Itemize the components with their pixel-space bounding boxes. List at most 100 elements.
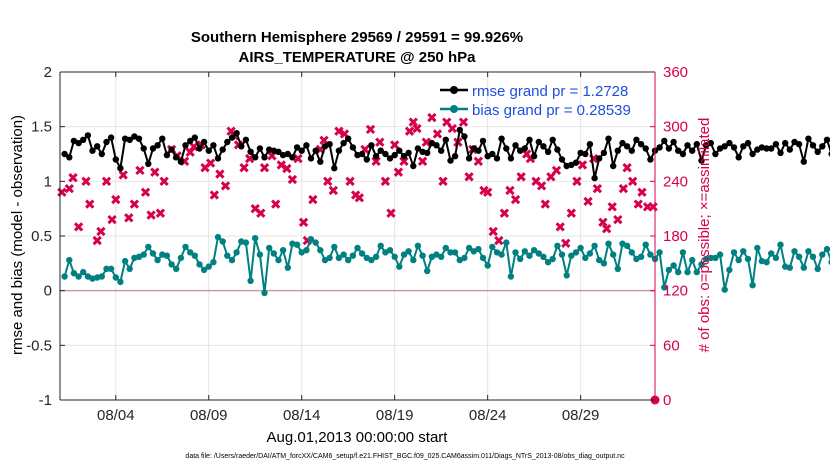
obs-assimilated-marker [561,238,571,248]
rmse-point [182,142,189,149]
bias-point [368,256,375,264]
rmse-point [526,136,533,143]
obs-marker-stroke [598,217,608,227]
rmse-point [438,147,445,154]
bias-point [317,247,324,254]
y-right-tick-label: 180 [663,228,688,245]
rmse-point [372,153,380,160]
obs-marker-stroke [375,137,385,147]
rmse-point [795,141,803,148]
rmse-point [126,136,133,143]
rmse-point [489,150,496,158]
legend-bias-marker [450,105,458,113]
obs-marker-stroke [339,129,350,139]
rmse-point [149,145,157,152]
bias-point [372,253,380,260]
rmse-point [442,136,449,143]
rmse-point [619,139,626,147]
bias-point [256,251,264,258]
bias-point [772,254,780,262]
bias-point [424,267,431,275]
rmse-point [163,151,171,159]
x-tick-label: 08/09 [190,407,228,424]
rmse-point [707,139,714,147]
obs-marker-stroke [220,181,231,191]
rmse-point [386,155,394,162]
rmse-point [396,147,403,154]
bias-point [107,265,115,272]
rmse-point [154,142,161,149]
obs-marker-stroke [107,214,117,225]
obs-assimilated-marker [390,140,400,150]
rmse-point [205,147,212,154]
obs-assimilated-marker [592,183,603,194]
y-left-tick-label: -0.5 [26,337,52,354]
obs-assimilated-marker [205,158,216,168]
obs-assimilated-marker [287,174,298,185]
bias-point [577,244,584,252]
bias-point [768,250,775,257]
bias-series-layer [61,233,830,297]
obs-marker-stroke [408,117,418,127]
bias-point [479,254,487,262]
bias-point [214,233,222,241]
obs-marker-stroke [271,199,281,209]
rmse-point [493,155,501,162]
obs-marker-stroke [622,163,632,173]
bias-point [698,261,705,268]
bias-point [819,251,826,258]
bias-point [777,241,784,248]
bias-point [438,253,445,260]
bias-point [252,235,259,242]
obs-assimilated-marker [412,123,422,134]
bias-point [507,273,515,280]
rmse-point [135,135,143,142]
rmse-point [461,133,468,140]
obs-assimilated-marker [308,194,318,205]
bias-point [489,243,496,251]
obs-assimilated-marker [159,176,169,186]
rmse-point [275,148,282,155]
obs-assimilated-marker [57,187,67,197]
bias-point [405,248,412,255]
bias-point [484,262,491,269]
y-right-tick-label: 0 [663,392,671,409]
bias-point [293,241,301,248]
rmse-point [117,165,124,172]
rmse-point [596,155,603,162]
obs-marker-stroke [308,194,318,205]
bias-point [544,259,552,266]
bias-point [451,249,459,256]
bias-point [628,249,635,256]
rmse-point [698,157,705,164]
obs-marker-stroke [628,176,638,186]
rmse-point [800,158,807,165]
obs-marker-stroke [146,210,156,220]
bias-point [98,273,106,280]
rmse-point [675,147,682,154]
chart-title-line2: AIRS_TEMPERATURE @ 250 hPa [239,49,477,66]
rmse-point [661,137,668,145]
rmse-point [768,145,775,152]
obs-marker-stroke [464,172,474,182]
bias-point [117,278,124,286]
y-left-tick-label: 0.5 [31,228,52,245]
obs-marker-stroke [583,196,593,207]
obs-marker-stroke [371,156,381,166]
rmse-point [530,153,538,160]
bias-point [605,240,612,247]
bias-point [335,254,343,262]
rmse-point [84,132,92,139]
rmse-point [540,143,547,150]
obs-marker-stroke [129,199,140,209]
obs-assimilated-marker [458,117,469,127]
bias-point [182,243,189,251]
rmse-point [252,154,259,161]
bias-point [242,239,250,246]
obs-assimilated-marker [633,199,643,209]
obs-marker-stroke [118,170,128,180]
obs-assimilated-marker [494,235,504,246]
obs-assimilated-marker [256,208,266,218]
rmse-point [214,155,222,162]
obs-assimilated-marker [68,173,78,183]
